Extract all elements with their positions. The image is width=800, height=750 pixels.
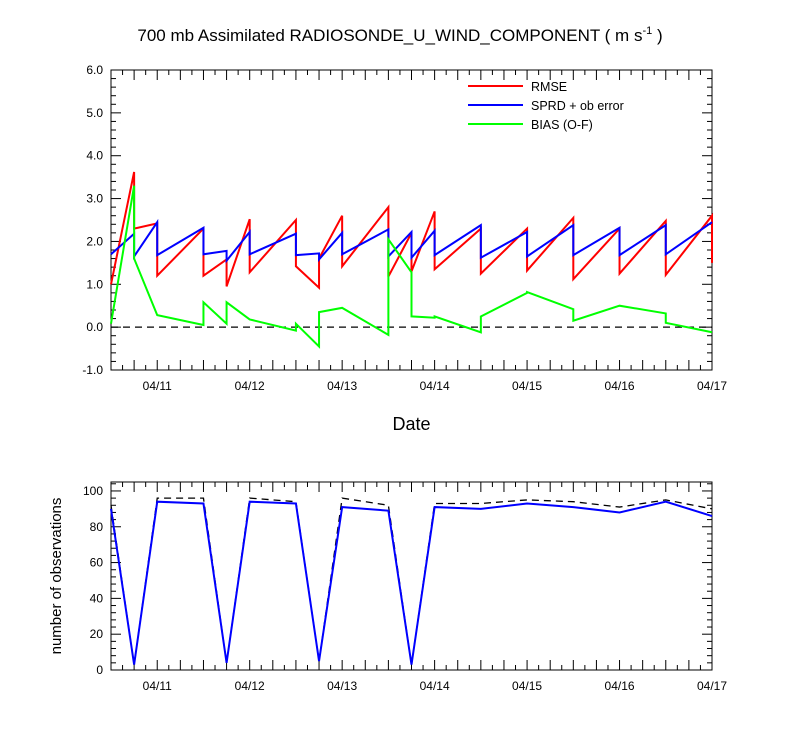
x-tick-label: 04/11 (143, 679, 172, 693)
y-tick-label: 20 (90, 627, 104, 641)
y-tick-label: 2.0 (86, 234, 103, 248)
x-axis-label: Date (392, 414, 430, 434)
y-tick-label: 100 (83, 484, 103, 498)
y-tick-label: 0 (96, 663, 103, 677)
x-tick-label: 04/16 (605, 679, 635, 693)
chart-title: 700 mb Assimilated RADIOSONDE_U_WIND_COM… (137, 25, 662, 45)
y-tick-label: -1.0 (82, 363, 103, 377)
y-axis-label: number of observations (48, 498, 65, 655)
bottom-panel: 04/11 04/12 04/13 04/14 04/15 04/16 04/17 0 20 40… (48, 481, 727, 693)
y-tick-label: 5.0 (86, 106, 103, 120)
legend-label-sprd-ob-error: SPRD + ob error (531, 99, 624, 113)
y-tick-label: 4.0 (86, 149, 103, 163)
legend: RMSE SPRD + ob error BIAS (O-F) (468, 80, 624, 132)
y-tick-label: 80 (90, 520, 104, 534)
x-tick-label: 04/14 (420, 679, 450, 693)
y-tick-label: 1.0 (86, 277, 103, 291)
legend-label-bias-o-f: BIAS (O-F) (531, 118, 593, 132)
series-line-possible (110, 497, 713, 665)
y-tick-label: 40 (90, 591, 104, 605)
series-line-rmse (110, 171, 713, 290)
legend-label-rmse: RMSE (531, 80, 567, 94)
x-tick-label: 04/12 (235, 379, 265, 393)
y-tick-label: 6.0 (86, 63, 103, 77)
x-tick-label: 04/12 (235, 679, 265, 693)
plot-frame (110, 481, 713, 671)
x-tick-label: 04/15 (512, 379, 542, 393)
series-line-sprd-ob-error (110, 218, 713, 264)
y-tick-label: 0.0 (86, 320, 103, 334)
chart-title-main: 700 mb Assimilated RADIOSONDE_U_WIND_COM… (137, 26, 642, 45)
chart-title-superscript: -1 (642, 25, 652, 37)
x-tick-label: 04/14 (420, 379, 450, 393)
x-tick-label: 04/11 (143, 379, 172, 393)
chart-title-end: ) (652, 26, 662, 45)
x-tick-label: 04/15 (512, 679, 542, 693)
y-tick-label: 3.0 (86, 192, 103, 206)
x-tick-label: 04/16 (605, 379, 635, 393)
series-line-bias-o-f (110, 185, 713, 349)
x-tick-label: 04/17 (697, 679, 727, 693)
series-line-used (110, 500, 713, 665)
x-tick-label: 04/17 (697, 379, 727, 393)
y-tick-label: 60 (90, 556, 104, 570)
x-tick-label: 04/13 (327, 379, 357, 393)
top-panel: 04/11 04/12 04/13 04/14 04/15 04/16 04/17 -1.0 0… (82, 25, 727, 434)
x-tick-label: 04/13 (327, 679, 357, 693)
